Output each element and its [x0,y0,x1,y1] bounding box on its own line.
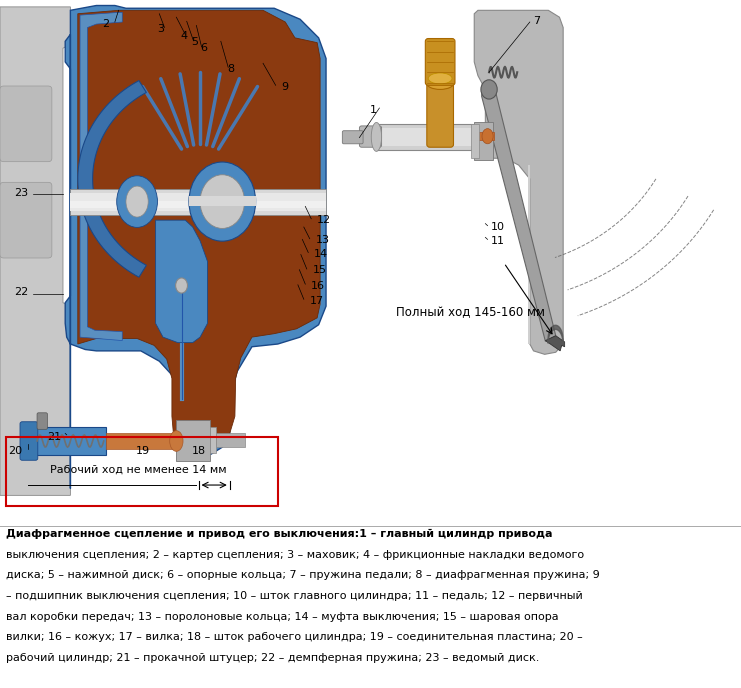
FancyBboxPatch shape [425,39,455,85]
Ellipse shape [200,175,245,228]
Ellipse shape [126,186,148,217]
Text: 12: 12 [317,215,331,225]
Text: 1: 1 [370,105,376,115]
Text: 11: 11 [491,236,505,246]
Polygon shape [482,84,556,341]
Bar [70,189,326,215]
Text: 22: 22 [14,288,28,297]
Polygon shape [78,80,146,277]
Ellipse shape [117,175,157,227]
FancyBboxPatch shape [359,126,382,147]
Text: 3: 3 [158,24,165,34]
FancyBboxPatch shape [210,427,216,453]
Text: 13: 13 [316,235,330,245]
Text: 19: 19 [136,446,150,455]
Text: 7: 7 [534,16,541,25]
Polygon shape [545,336,565,351]
Text: 5: 5 [192,37,199,47]
Text: 14: 14 [314,249,328,259]
FancyBboxPatch shape [0,182,52,258]
FancyBboxPatch shape [474,122,493,160]
FancyBboxPatch shape [176,420,210,461]
FancyBboxPatch shape [376,128,473,146]
Ellipse shape [428,73,452,84]
Polygon shape [519,165,530,344]
Ellipse shape [482,129,494,144]
Text: Полный ход 145-160 мм: Полный ход 145-160 мм [396,307,545,319]
Text: Рабочий ход не мменее 14 мм: Рабочий ход не мменее 14 мм [50,464,227,475]
Bar [70,201,326,208]
FancyBboxPatch shape [471,124,479,158]
Text: вилки; 16 – кожух; 17 – вилка; 18 – шток рабочего цилиндра; 19 – соединительная : вилки; 16 – кожух; 17 – вилка; 18 – шток… [6,632,582,643]
Ellipse shape [176,278,187,293]
Ellipse shape [371,122,382,151]
Text: 17: 17 [310,296,324,305]
Text: – подшипник выключения сцепления; 10 – шток главного цилиндра; 11 – педаль; 12 –: – подшипник выключения сцепления; 10 – ш… [6,591,582,601]
FancyBboxPatch shape [0,86,52,162]
FancyBboxPatch shape [20,422,38,460]
Text: 20: 20 [8,446,22,455]
Text: 8: 8 [227,64,234,74]
FancyBboxPatch shape [106,433,176,449]
Ellipse shape [481,80,497,99]
Text: 16: 16 [311,281,325,290]
Ellipse shape [426,76,454,89]
Text: 23: 23 [14,188,28,197]
Text: 10: 10 [491,222,505,232]
Text: Диафрагменное сцепление и привод его выключения:1 – главный цилиндр привода: Диафрагменное сцепление и привод его вык… [6,529,553,539]
Polygon shape [0,7,70,495]
Text: 18: 18 [191,446,206,455]
FancyBboxPatch shape [37,413,47,429]
FancyBboxPatch shape [427,80,453,147]
Polygon shape [80,12,122,341]
FancyBboxPatch shape [216,433,245,447]
Text: вал коробки передач; 13 – поролоновые кольца; 14 – муфта выключения; 15 – шарова: вал коробки передач; 13 – поролоновые ко… [6,612,559,622]
Polygon shape [474,10,563,354]
Text: 15: 15 [313,266,327,275]
FancyBboxPatch shape [376,124,473,150]
Text: 9: 9 [282,82,289,92]
Ellipse shape [170,431,183,451]
Ellipse shape [189,162,256,241]
FancyBboxPatch shape [473,132,494,140]
Text: 2: 2 [102,19,110,29]
Polygon shape [65,6,326,488]
Bar [6,437,278,506]
Polygon shape [78,10,320,447]
Bar [189,196,256,206]
FancyBboxPatch shape [28,427,106,455]
Bar [70,193,326,211]
Text: 4: 4 [180,31,187,41]
Text: выключения сцепления; 2 – картер сцепления; 3 – маховик; 4 – фрикционные накладк: выключения сцепления; 2 – картер сцеплен… [6,550,584,560]
Text: диска; 5 – нажимной диск; 6 – опорные кольца; 7 – пружина педали; 8 – диафрагмен: диска; 5 – нажимной диск; 6 – опорные ко… [6,570,599,581]
Polygon shape [156,220,207,343]
FancyBboxPatch shape [342,131,363,144]
Text: рабочий цилиндр; 21 – прокачной штуцер; 22 – демпферная пружина; 23 – ведомый ди: рабочий цилиндр; 21 – прокачной штуцер; … [6,653,539,663]
Text: 21: 21 [47,432,61,442]
Text: 6: 6 [201,43,207,53]
